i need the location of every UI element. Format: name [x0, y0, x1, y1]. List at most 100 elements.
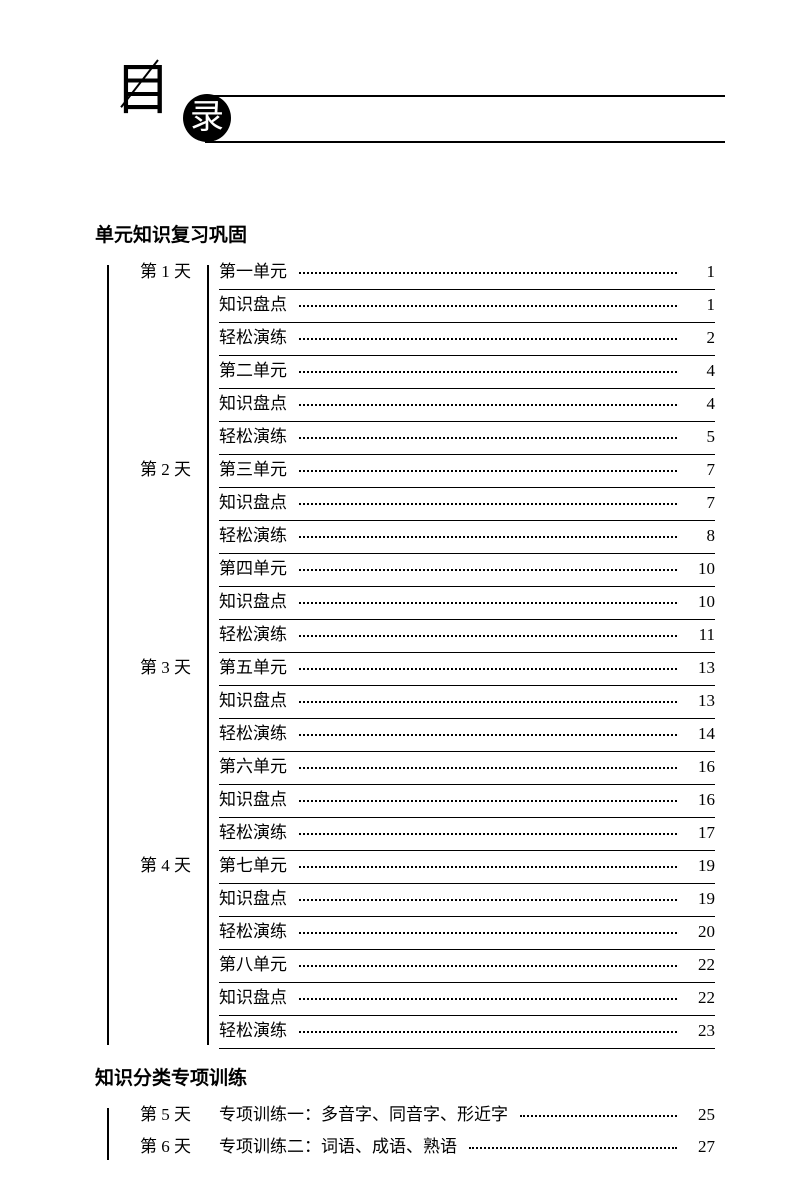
- toc-row: 第二单元 4: [125, 356, 715, 388]
- toc-entry-title: 知识盘点: [205, 686, 287, 711]
- toc-leader: [299, 701, 677, 703]
- toc-entry-title: 知识盘点: [205, 785, 287, 810]
- header-char-mu: 目: [115, 45, 171, 126]
- toc-page: 16: [685, 757, 715, 777]
- toc-page: 7: [685, 493, 715, 513]
- toc-row: 第 4 天第七单元 19: [125, 851, 715, 883]
- toc-leader: [299, 371, 677, 373]
- toc-page: 4: [685, 361, 715, 381]
- toc-leader: [299, 998, 677, 1000]
- toc-entry-title: 第三单元: [205, 455, 287, 480]
- toc-page: 10: [685, 592, 715, 612]
- toc-day: 第 5 天: [125, 1100, 205, 1125]
- toc-entry-title: 轻松演练: [205, 917, 287, 942]
- toc-leader: [299, 569, 677, 571]
- toc-day: 第 4 天: [125, 851, 205, 876]
- toc-leader: [299, 899, 677, 901]
- toc-row: 轻松演练 2: [125, 323, 715, 355]
- toc-entry-title: 知识盘点: [205, 983, 287, 1008]
- toc-row: 知识盘点1: [125, 290, 715, 322]
- toc-leader: [299, 503, 677, 505]
- toc-row: 知识盘点4: [125, 389, 715, 421]
- toc-row-underline: [219, 1048, 715, 1049]
- toc-page: 7: [685, 460, 715, 480]
- toc-leader: [299, 602, 677, 604]
- toc-leader: [299, 536, 677, 538]
- toc-page: 19: [685, 889, 715, 909]
- toc-entry-title: 第八单元: [205, 950, 287, 975]
- toc-page: 19: [685, 856, 715, 876]
- toc-row: 轻松演练14: [125, 719, 715, 751]
- toc-entry-title: 第四单元: [205, 554, 287, 579]
- toc-row: 知识盘点 19: [125, 884, 715, 916]
- header-line-bottom: [205, 141, 725, 143]
- vline-inner-1: [207, 265, 209, 1045]
- toc-row: 知识盘点16: [125, 785, 715, 817]
- toc-page: 4: [685, 394, 715, 414]
- toc-page: 13: [685, 691, 715, 711]
- toc-entry-title: 第七单元: [205, 851, 287, 876]
- toc-row: 轻松演练17: [125, 818, 715, 850]
- header-char-lu: 录: [183, 94, 231, 142]
- toc-row: 知识盘点 10: [125, 587, 715, 619]
- toc-page: 25: [685, 1105, 715, 1125]
- toc-entry-title: 知识盘点: [205, 587, 287, 612]
- toc-row: 轻松演练 11: [125, 620, 715, 652]
- toc-row: 轻松演练 5: [125, 422, 715, 454]
- toc-row: 第八单元 22: [125, 950, 715, 982]
- toc-page: 27: [685, 1137, 715, 1157]
- toc-row: 第 1 天第一单元 1: [125, 257, 715, 289]
- toc-leader: [299, 404, 677, 406]
- toc-row: 第四单元10: [125, 554, 715, 586]
- toc-page: 11: [685, 625, 715, 645]
- toc-leader: [299, 866, 677, 868]
- toc-leader: [299, 635, 677, 637]
- toc-entry-title: 轻松演练: [205, 818, 287, 843]
- toc-leader: [299, 272, 677, 274]
- toc-page: 20: [685, 922, 715, 942]
- toc-entry-title: 专项训练一：多音字、同音字、形近字: [205, 1100, 508, 1125]
- toc-entry-title: 第一单元: [205, 257, 287, 282]
- toc-section-2: 第 5 天专项训练一：多音字、同音字、形近字 25 第 6 天专项训练二：词语、成语…: [95, 1100, 715, 1164]
- toc-row: 第六单元 16: [125, 752, 715, 784]
- toc-leader: [299, 437, 677, 439]
- toc-entry-title: 轻松演练: [205, 620, 287, 645]
- vline-outer-1: [107, 265, 109, 1045]
- toc-page: 1: [685, 262, 715, 282]
- toc-entry-title: 知识盘点: [205, 290, 287, 315]
- toc-entry-title: 知识盘点: [205, 884, 287, 909]
- toc-day: 第 2 天: [125, 455, 205, 480]
- toc-day: 第 6 天: [125, 1132, 205, 1157]
- header-line-top: [205, 95, 725, 97]
- toc-leader: [299, 932, 677, 934]
- toc-entry-title: 轻松演练: [205, 1016, 287, 1041]
- toc-page: 13: [685, 658, 715, 678]
- toc-leader: [299, 767, 677, 769]
- toc-leader: [299, 833, 677, 835]
- toc-row: 第 2 天第三单元 7: [125, 455, 715, 487]
- toc-page: 2: [685, 328, 715, 348]
- toc-leader: [299, 734, 677, 736]
- toc-day: 第 1 天: [125, 257, 205, 282]
- toc-page: 5: [685, 427, 715, 447]
- toc-row: 轻松演练23: [125, 1016, 715, 1048]
- toc-leader: [520, 1115, 677, 1117]
- toc-leader: [299, 1031, 677, 1033]
- toc-row: 知识盘点 13: [125, 686, 715, 718]
- toc-entry-title: 专项训练二：词语、成语、熟语: [205, 1132, 457, 1157]
- toc-row: 第 3 天第五单元13: [125, 653, 715, 685]
- toc-section-1: 第 1 天第一单元1知识盘点1轻松演练2第二单元4知识盘点4轻松演练5第 2 天…: [95, 257, 715, 1049]
- toc-entry-title: 第二单元: [205, 356, 287, 381]
- toc-row: 知识盘点 22: [125, 983, 715, 1015]
- toc-leader: [299, 470, 677, 472]
- toc-leader: [299, 668, 677, 670]
- toc-page: 22: [685, 955, 715, 975]
- toc-entry-title: 轻松演练: [205, 422, 287, 447]
- toc-entry-title: 知识盘点: [205, 488, 287, 513]
- toc-leader: [469, 1147, 677, 1149]
- vline-outer-2: [107, 1108, 109, 1160]
- toc-page: 22: [685, 988, 715, 1008]
- toc-leader: [299, 338, 677, 340]
- toc-entry-title: 第六单元: [205, 752, 287, 777]
- toc-entry-title: 轻松演练: [205, 323, 287, 348]
